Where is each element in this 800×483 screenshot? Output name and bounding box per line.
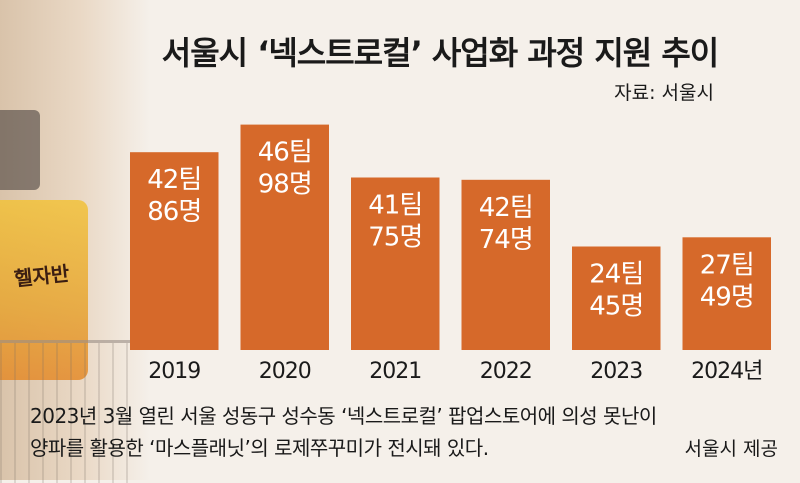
chart-source: 자료: 서울시 <box>614 82 714 104</box>
bar-1 <box>240 124 329 350</box>
bar-chart: 42팀86명201946팀98명202041팀75명202142팀74명2022… <box>130 124 771 384</box>
photo-basket <box>0 340 140 483</box>
bar-label-4-0: 24팀 <box>589 260 643 290</box>
x-tick-label-3: 2022 <box>480 359 532 384</box>
bar-label-2-1: 75명 <box>368 223 422 253</box>
bar-label-1-1: 98명 <box>258 170 312 200</box>
photo-credit: 서울시 제공 <box>684 438 778 460</box>
photo-product-package <box>0 200 88 380</box>
photo-dark-package <box>0 110 40 190</box>
bar-label-3-1: 74명 <box>479 225 533 255</box>
bar-label-4-1: 45명 <box>589 292 643 322</box>
bar-5 <box>682 237 771 350</box>
caption-line-2: 양파를 활용한 ‘마스플래닛’의 로제쭈꾸미가 전시돼 있다. <box>30 436 489 460</box>
bar-label-5-0: 27팀 <box>700 250 754 280</box>
bar-3 <box>461 179 550 350</box>
x-tick-label-5: 2024년 <box>691 359 762 384</box>
bar-4 <box>572 246 661 350</box>
x-tick-label-0: 2019 <box>148 359 200 384</box>
bar-2 <box>351 177 440 350</box>
x-tick-label-4: 2023 <box>590 359 642 384</box>
bar-label-0-0: 42팀 <box>147 165 201 195</box>
background-photo: 헬자반 <box>0 0 150 483</box>
x-tick-label-2: 2021 <box>369 359 421 384</box>
bar-label-3-0: 42팀 <box>479 193 533 223</box>
bar-label-0-1: 86명 <box>147 197 201 227</box>
bar-label-1-0: 46팀 <box>258 138 312 168</box>
bar-label-2-0: 41팀 <box>368 191 422 221</box>
photo-caption: 2023년 3월 열린 서울 성동구 성수동 ‘넥스트로컬’ 팝업스토어에 의성… <box>30 400 790 464</box>
caption-line-1: 2023년 3월 열린 서울 성동구 성수동 ‘넥스트로컬’ 팝업스토어에 의성… <box>30 404 657 428</box>
bar-0 <box>130 152 219 350</box>
chart-title: 서울시 ‘넥스트로컬’ 사업화 과정 지원 추이 <box>161 34 720 72</box>
x-tick-label-1: 2020 <box>259 359 311 384</box>
bar-label-5-1: 49명 <box>700 282 754 312</box>
